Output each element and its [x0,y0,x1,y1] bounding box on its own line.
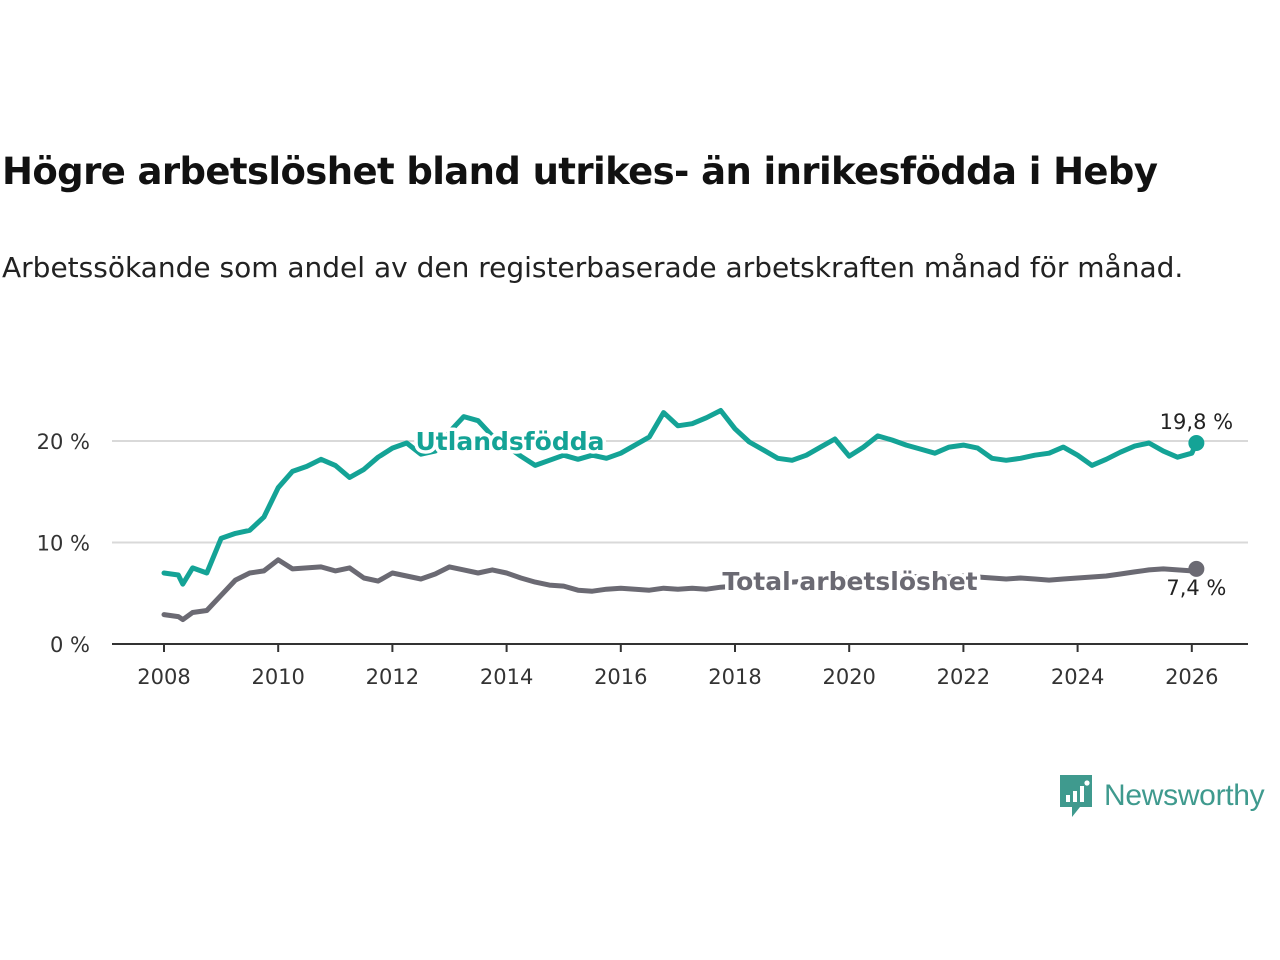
end-marker-total [1188,560,1205,577]
series-line-utlandsfodda [161,408,1199,587]
x-tick-label: 2014 [480,665,533,689]
x-tick-label: 2008 [137,665,190,689]
y-tick-label: 0 % [50,633,90,657]
brand-logo[interactable]: Newsworthy [1058,773,1265,819]
end-value-label-total: 7,4 % [1166,576,1226,600]
y-tick-label: 20 % [37,430,90,454]
chart-subtitle: Arbetssökande som andel av den registerb… [2,251,1184,284]
series-labels: Utlandsfödda Total arbetslöshet [412,424,981,600]
x-tick-label: 2010 [251,665,304,689]
y-tick-label: 10 % [37,532,90,556]
x-tick-label: 2012 [366,665,419,689]
x-tick-label: 2024 [1051,665,1104,689]
x-tick-label: 2020 [822,665,875,689]
series-lines [161,408,1199,623]
x-axis: 2008 2010 2012 2014 2016 2018 2020 2022 2024 2026 [137,644,1219,689]
end-marker-utlandsfodda [1188,435,1205,452]
series-label-utlandsfodda: Utlandsfödda [416,427,605,456]
end-value-label-utlandsfodda: 19,8 % [1160,410,1233,434]
x-tick-label: 2018 [708,665,761,689]
chart-title: Högre arbetslöshet bland utrikes- än inr… [2,150,1158,193]
x-tick-label: 2016 [594,665,647,689]
newsworthy-logo-icon [1060,775,1092,817]
gridlines [112,440,1248,544]
x-tick-label: 2026 [1165,665,1218,689]
x-tick-label: 2022 [937,665,990,689]
series-line-total [161,557,1199,623]
brand-name: Newsworthy [1104,779,1265,812]
y-axis-tick-labels: 0 % 10 % 20 % [37,430,90,657]
series-label-total: Total arbetslöshet [722,567,977,596]
end-markers: 19,8 % 7,4 % [1160,410,1233,600]
